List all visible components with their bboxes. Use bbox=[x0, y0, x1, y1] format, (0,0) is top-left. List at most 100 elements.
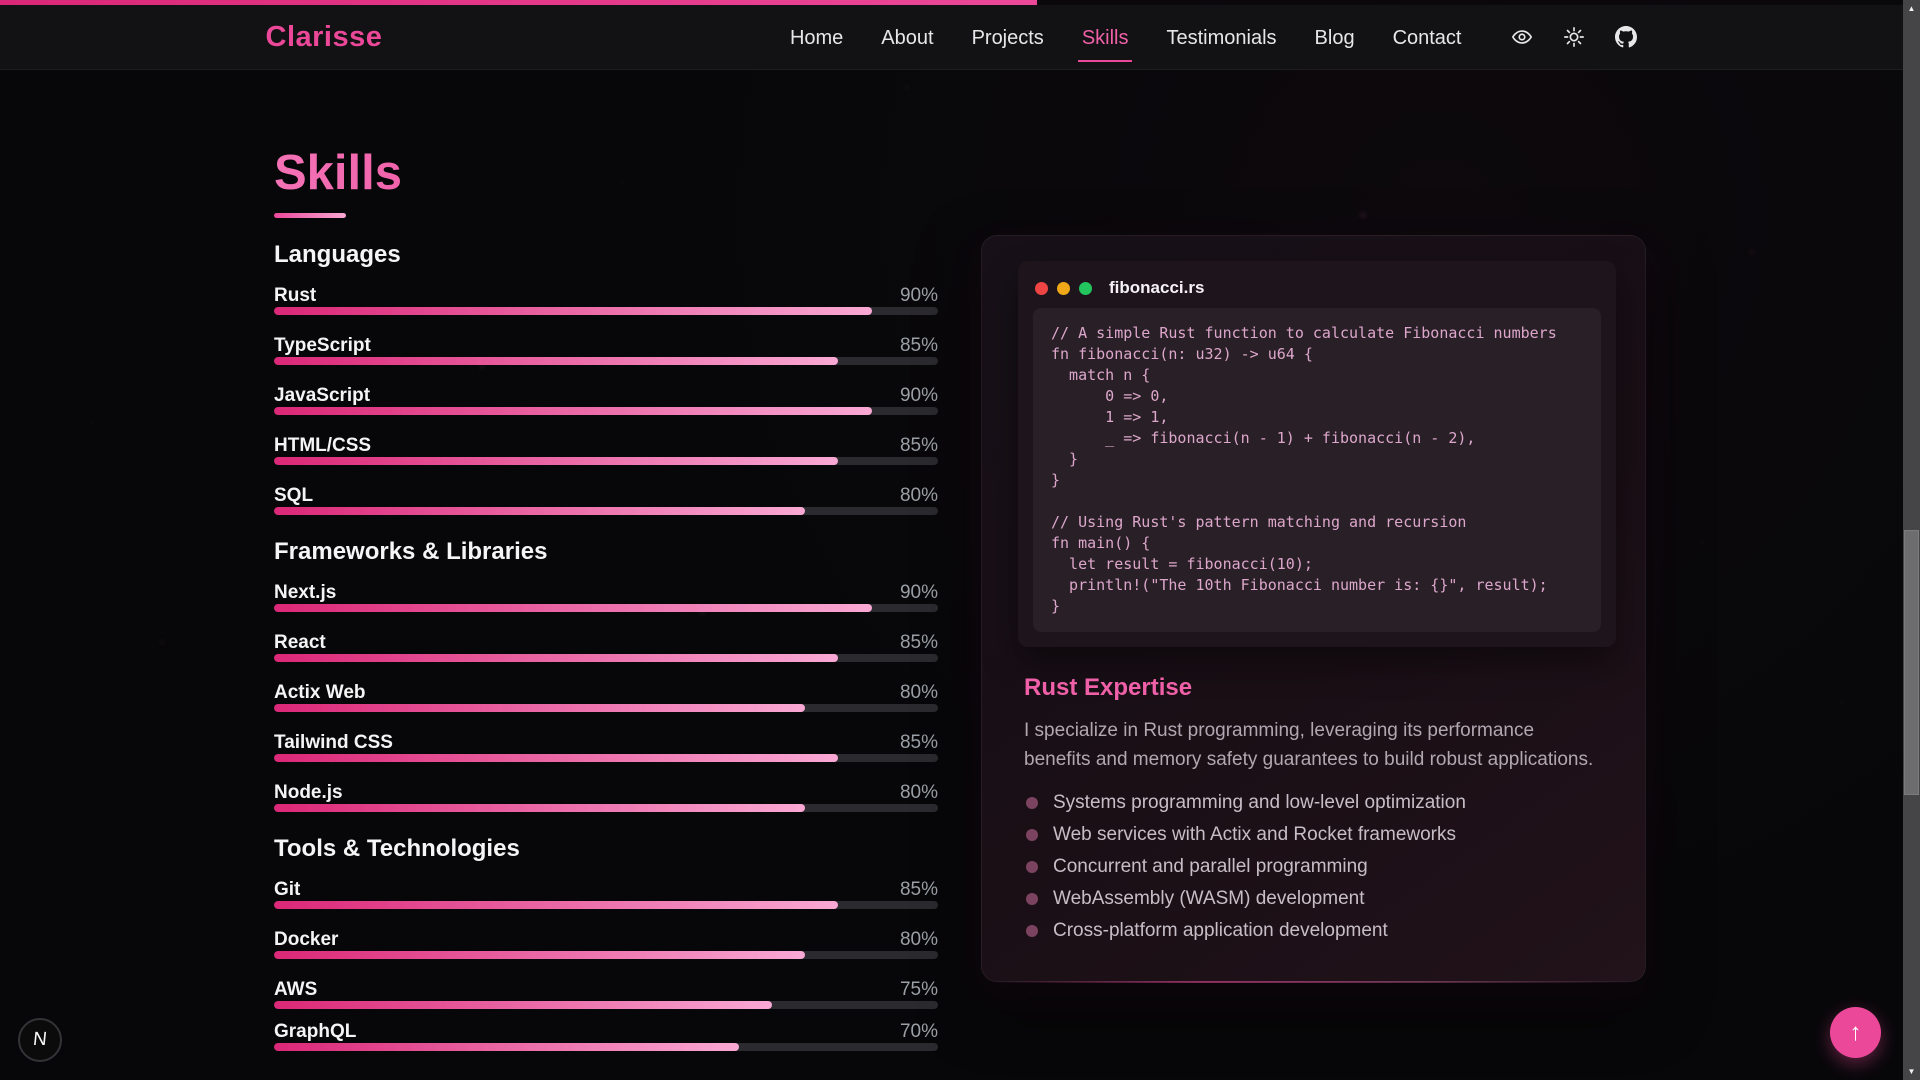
bullet-dot-icon bbox=[1026, 828, 1038, 841]
skill-bar-track bbox=[274, 1001, 938, 1009]
code-line: fn fibonacci(n: u32) -> u64 { bbox=[1051, 345, 1313, 363]
sun-icon[interactable] bbox=[1562, 25, 1586, 49]
expertise-title: Rust Expertise bbox=[1024, 674, 1193, 701]
expertise-item-text: Cross-platform application development bbox=[1053, 919, 1388, 941]
background-particle bbox=[90, 420, 94, 424]
skill-percent: 85% bbox=[899, 732, 938, 753]
nav-link-contact[interactable]: Contact bbox=[1392, 26, 1462, 49]
page-title: Skills bbox=[274, 145, 938, 201]
nav-link-blog[interactable]: Blog bbox=[1314, 26, 1355, 49]
skill-percent: 80% bbox=[899, 929, 938, 950]
skill-bar-fill bbox=[274, 604, 872, 612]
skill-bar-fill bbox=[274, 307, 872, 315]
nav-links: Home About Projects Skills Testimonials Blog C… bbox=[790, 7, 1462, 68]
skill-bar-fill bbox=[274, 1043, 739, 1051]
scroll-progress-track bbox=[0, 0, 1920, 5]
skill-head: GraphQL 70% bbox=[274, 1020, 938, 1043]
skill-bar-fill bbox=[274, 804, 806, 812]
github-icon[interactable] bbox=[1614, 25, 1638, 49]
background-particle bbox=[1750, 250, 1754, 254]
skill-bar-fill bbox=[274, 507, 806, 515]
skill-name: Git bbox=[274, 879, 301, 900]
nav-link-about[interactable]: About bbox=[881, 26, 934, 49]
skill-head: Actix Web 80% bbox=[274, 681, 938, 704]
skill-head: Docker 80% bbox=[274, 928, 938, 951]
skill-name: TypeScript bbox=[274, 335, 371, 356]
scrollbar-thumb[interactable] bbox=[1904, 530, 1919, 795]
close-window-icon[interactable] bbox=[1035, 281, 1048, 295]
skill-head: TypeScript 85% bbox=[274, 334, 938, 357]
skill-bar-track bbox=[274, 901, 938, 909]
skill-head: JavaScript 90% bbox=[274, 384, 938, 407]
nextjs-logo-icon: N bbox=[32, 1029, 49, 1050]
scroll-progress-fill bbox=[0, 0, 1037, 5]
skill-name: Docker bbox=[274, 929, 339, 950]
nav-link-testimonials[interactable]: Testimonials bbox=[1166, 26, 1277, 49]
skill-percent: 70% bbox=[899, 1021, 938, 1042]
code-line: match n { bbox=[1051, 366, 1151, 384]
skill-name: Tailwind CSS bbox=[274, 732, 393, 753]
bullet-dot-icon bbox=[1026, 892, 1038, 905]
skill-row: TypeScript 85% bbox=[274, 334, 938, 365]
window-scrollbar[interactable]: ▲ ▼ bbox=[1903, 0, 1920, 1080]
skill-name: SQL bbox=[274, 485, 314, 506]
code-line: _ => fibonacci(n - 1) + fibonacci(n - 2)… bbox=[1051, 429, 1476, 447]
skill-row: GraphQL 70% bbox=[274, 1020, 938, 1051]
skill-percent: 80% bbox=[899, 485, 938, 506]
scroll-to-top-button[interactable]: ↑ bbox=[1830, 1007, 1881, 1058]
expertise-item: Web services with Actix and Rocket frame… bbox=[1026, 823, 1616, 846]
nav-link-skills[interactable]: Skills bbox=[1077, 7, 1133, 68]
expertise-item: Cross-platform application development bbox=[1026, 919, 1616, 942]
skill-bar-track bbox=[274, 804, 938, 812]
skill-bar-track bbox=[274, 654, 938, 662]
nav-link-home[interactable]: Home bbox=[789, 26, 844, 49]
section-title: Languages bbox=[274, 241, 401, 268]
nav-link-projects[interactable]: Projects bbox=[971, 26, 1044, 49]
nextjs-dev-badge[interactable]: N bbox=[18, 1018, 62, 1062]
skill-bar-fill bbox=[274, 951, 806, 959]
code-line: // Using Rust's pattern matching and rec… bbox=[1051, 513, 1467, 531]
expertise-item: Systems programming and low-level optimi… bbox=[1026, 791, 1616, 814]
expertise-column: fibonacci.rs // A simple Rust function t… bbox=[981, 145, 1646, 1070]
skill-bar-track bbox=[274, 407, 938, 415]
skill-percent: 85% bbox=[899, 879, 938, 900]
skill-name: Node.js bbox=[274, 782, 343, 803]
skill-row: Node.js 80% bbox=[274, 781, 938, 812]
bullet-dot-icon bbox=[1026, 860, 1038, 873]
skill-row: Next.js 90% bbox=[274, 581, 938, 612]
skill-percent: 85% bbox=[899, 335, 938, 356]
skill-row: React 85% bbox=[274, 631, 938, 662]
skill-bar-fill bbox=[274, 357, 839, 365]
code-line: fn main() { bbox=[1051, 534, 1151, 552]
skill-head: SQL 80% bbox=[274, 484, 938, 507]
skill-head: Rust 90% bbox=[274, 284, 938, 307]
skill-head: Tailwind CSS 85% bbox=[274, 731, 938, 754]
skill-bar-fill bbox=[274, 704, 806, 712]
code-line: } bbox=[1051, 450, 1079, 468]
skill-head: Next.js 90% bbox=[274, 581, 938, 604]
skill-bar-track bbox=[274, 604, 938, 612]
expertise-item: WebAssembly (WASM) development bbox=[1026, 887, 1616, 910]
skill-name: React bbox=[274, 632, 326, 653]
site-logo[interactable]: Clarisse bbox=[265, 20, 383, 53]
title-underline bbox=[274, 213, 346, 218]
skill-bar-fill bbox=[274, 1001, 772, 1009]
skill-head: React 85% bbox=[274, 631, 938, 654]
skill-head: Git 85% bbox=[274, 878, 938, 901]
skill-bar-track bbox=[274, 457, 938, 465]
minimize-window-icon[interactable] bbox=[1057, 281, 1070, 295]
maximize-window-icon[interactable] bbox=[1079, 281, 1092, 295]
skill-row: Rust 90% bbox=[274, 284, 938, 315]
skill-row: Actix Web 80% bbox=[274, 681, 938, 712]
code-line: // A simple Rust function to calculate F… bbox=[1051, 324, 1557, 342]
section-title: Tools & Technologies bbox=[274, 835, 520, 862]
scrollbar-down-arrow[interactable]: ▼ bbox=[1907, 1067, 1916, 1076]
skill-head: AWS 75% bbox=[274, 978, 938, 1001]
scrollbar-up-arrow[interactable]: ▲ bbox=[1907, 4, 1916, 13]
expertise-item: Concurrent and parallel programming bbox=[1026, 855, 1616, 878]
expertise-list: Systems programming and low-level optimi… bbox=[1018, 791, 1616, 942]
skills-column: Skills Languages Rust 90% TypeScript 85% Java… bbox=[274, 145, 938, 1070]
eye-icon[interactable] bbox=[1510, 25, 1534, 49]
code-line bbox=[1051, 491, 1583, 512]
skill-bar-track bbox=[274, 307, 938, 315]
